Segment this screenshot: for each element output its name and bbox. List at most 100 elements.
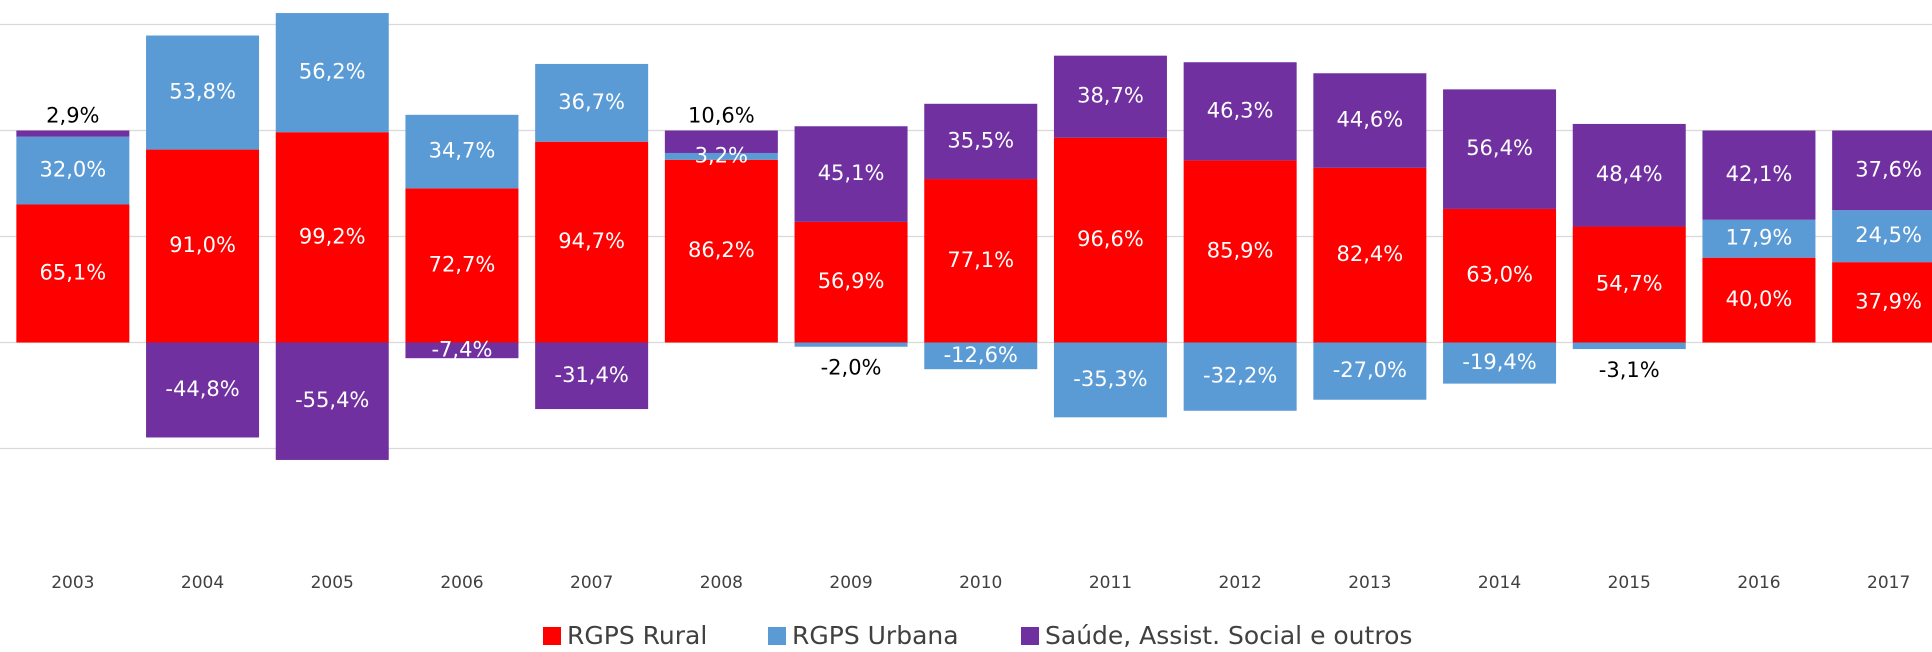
bar-segment [405, 188, 519, 343]
data-label: 99,2% [299, 224, 366, 248]
bar-segment [275, 342, 389, 460]
x-tick-label: 2011 [1089, 573, 1132, 593]
x-tick-label: 2009 [829, 573, 872, 593]
data-label: 40,0% [1726, 287, 1793, 311]
bar-segment [1053, 342, 1167, 418]
x-tick-label: 2005 [311, 573, 354, 593]
bar-segment [405, 342, 519, 359]
data-label: 37,9% [1855, 289, 1922, 313]
legend-label: Saúde, Assist. Social e outros [1045, 621, 1412, 650]
x-tick-label: 2013 [1348, 573, 1391, 593]
bar-segment [1572, 226, 1686, 343]
data-label: 35,5% [947, 128, 1014, 152]
data-label: 94,7% [558, 229, 625, 253]
legend-swatch [1021, 627, 1039, 645]
legend-swatch [768, 627, 786, 645]
x-tick-label: 2014 [1478, 573, 1521, 593]
bar-segment [924, 103, 1038, 180]
bar-segment [1702, 257, 1816, 343]
bar-segment [146, 35, 260, 150]
bar-segment [146, 342, 260, 438]
data-label: 44,6% [1336, 108, 1403, 132]
bar-segment [1702, 130, 1816, 220]
data-label: 37,6% [1855, 157, 1922, 181]
data-label: 86,2% [688, 238, 755, 262]
x-tick-label: 2010 [959, 573, 1002, 593]
bar-segment [535, 141, 649, 343]
data-label: 85,9% [1207, 238, 1274, 262]
data-label: -12,6% [944, 343, 1018, 367]
data-label: 46,3% [1207, 98, 1274, 122]
legend-label: RGPS Rural [567, 621, 707, 650]
bar-segment [1313, 73, 1427, 168]
data-label: 72,7% [429, 252, 496, 276]
data-label: 32,0% [39, 158, 106, 182]
bar-segment [1053, 137, 1167, 343]
data-label: 24,5% [1855, 223, 1922, 247]
bar-segment [16, 130, 130, 137]
data-label: -3,1% [1599, 358, 1660, 382]
bar-segment [1313, 167, 1427, 343]
data-label: 63,0% [1466, 263, 1533, 287]
x-tick-label: 2004 [181, 573, 224, 593]
data-label: 56,2% [299, 60, 366, 84]
data-label: 56,9% [818, 269, 885, 293]
bar-segment [1832, 262, 1932, 343]
data-label: 10,6% [688, 104, 755, 128]
data-label: 56,4% [1466, 136, 1533, 160]
data-label: -55,4% [295, 388, 369, 412]
data-label: -19,4% [1462, 350, 1536, 374]
data-label: -44,8% [165, 377, 239, 401]
bar-segment [1572, 342, 1686, 350]
bar-segment [924, 342, 1038, 370]
x-tick-label: 2016 [1737, 573, 1780, 593]
data-label: 53,8% [169, 80, 236, 104]
bar-segment [1832, 130, 1932, 211]
bar-segment [1053, 55, 1167, 138]
bar-segment [275, 13, 389, 133]
data-label: -31,4% [555, 363, 629, 387]
bar-segment [146, 149, 260, 343]
bar-segment [664, 130, 778, 153]
bar-segment [1443, 208, 1557, 343]
bar-segment [535, 342, 649, 410]
data-label: -7,4% [431, 337, 492, 361]
x-tick-label: 2017 [1867, 573, 1910, 593]
data-label: 45,1% [818, 161, 885, 185]
data-label: 77,1% [947, 248, 1014, 272]
bar-segment [16, 204, 130, 343]
bar-segment [1572, 123, 1686, 227]
x-tick-label: 2008 [700, 573, 743, 593]
x-tick-label: 2003 [51, 573, 94, 593]
data-label: 82,4% [1336, 242, 1403, 266]
legend-swatch [543, 627, 561, 645]
data-label: 65,1% [39, 260, 106, 284]
data-label: 38,7% [1077, 84, 1144, 108]
bar-segment [535, 63, 649, 142]
data-label: 34,7% [429, 139, 496, 163]
data-label: 36,7% [558, 90, 625, 114]
bar-segment [16, 136, 130, 205]
bar-segment [1832, 210, 1932, 263]
bar-segment [794, 126, 908, 222]
bar-segment [275, 132, 389, 343]
bar-segment [405, 114, 519, 189]
data-label: 3,2% [695, 143, 748, 167]
data-label: -32,2% [1203, 364, 1277, 388]
bar-segment [1702, 219, 1816, 258]
x-tick-label: 2015 [1608, 573, 1651, 593]
data-label: 96,6% [1077, 227, 1144, 251]
data-label: 48,4% [1596, 162, 1663, 186]
bar-segment [794, 342, 908, 347]
bar-segment [924, 179, 1038, 343]
data-label: 42,1% [1726, 162, 1793, 186]
data-label: -27,0% [1333, 358, 1407, 382]
data-label: -35,3% [1073, 367, 1147, 391]
bar-segment [1183, 160, 1297, 343]
x-tick-label: 2007 [570, 573, 613, 593]
bar-segment [1443, 89, 1557, 209]
data-label: 2,9% [46, 104, 99, 128]
x-tick-label: 2012 [1219, 573, 1262, 593]
data-label: 17,9% [1726, 226, 1793, 250]
legend-label: RGPS Urbana [792, 621, 959, 650]
